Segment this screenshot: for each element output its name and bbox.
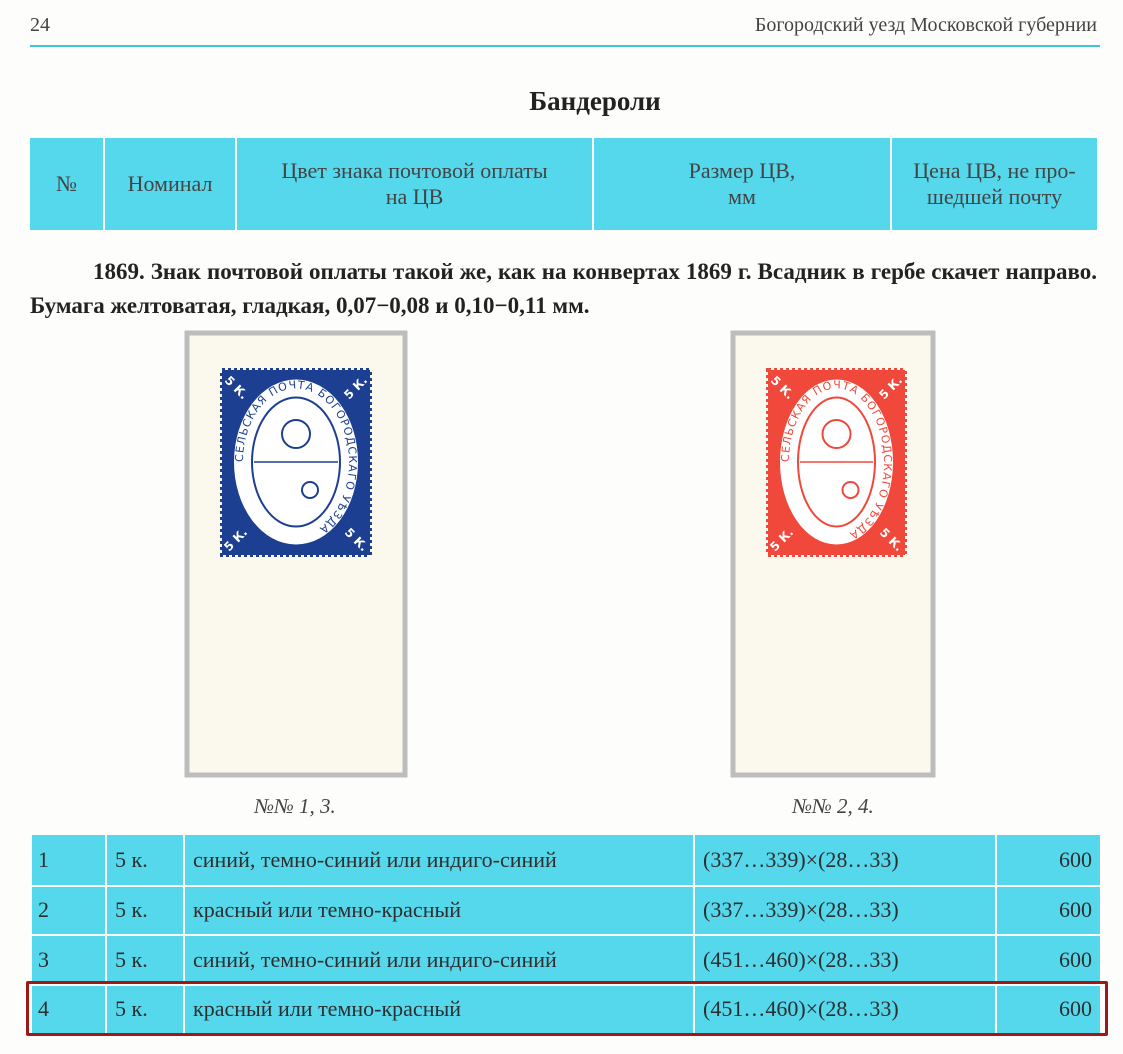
stamp-wheel: [301, 481, 319, 499]
paragraph: 1869. Знак почтовой оплаты такой же, как…: [30, 259, 1097, 318]
table-cell: 5 к.: [107, 936, 183, 984]
header-cell: Номинал: [105, 138, 235, 230]
header-rule: [30, 45, 1100, 47]
header-cell: Размер ЦВ, мм: [594, 138, 890, 230]
table-cell: (337…339)×(28…33): [695, 835, 995, 885]
figure-caption: №№ 2, 4.: [792, 794, 874, 818]
running-title: Богородский уезд Московской губернии: [754, 14, 1097, 36]
highlight-box: [26, 981, 1108, 1036]
table-cell: красный или темно-красный: [185, 985, 693, 1033]
table-cell: 5 к.: [107, 985, 183, 1033]
table-cell: 600: [997, 835, 1100, 885]
table-cell: 600: [997, 936, 1100, 984]
figure-caption: №№ 1, 3.: [254, 794, 336, 818]
table-cell: 5 к.: [107, 886, 183, 934]
table-cell: синий, темно-синий или индиго-синий: [185, 835, 693, 885]
page-number: 24: [30, 14, 50, 36]
table-cell: (451…460)×(28…33): [695, 936, 995, 984]
table-cell: 600: [997, 985, 1100, 1033]
header-cell: Цена ЦВ, не про- шедшей почту: [892, 138, 1097, 230]
header-cell: Цвет знака почтовой оплаты на ЦВ: [237, 138, 592, 230]
table-cell: (337…339)×(28…33): [695, 886, 995, 934]
table-cell: 1: [32, 835, 105, 885]
section-title: Бандероли: [529, 86, 661, 116]
table-cell: 600: [997, 886, 1100, 934]
table-cell: 3: [32, 936, 105, 984]
table-cell: (451…460)×(28…33): [695, 985, 995, 1033]
table-cell: 5 к.: [107, 835, 183, 885]
stamp-emblem: [821, 419, 852, 449]
table-cell: 2: [32, 886, 105, 934]
table-cell: красный или темно-красный: [185, 886, 693, 934]
stamp-wheel: [841, 481, 860, 499]
header-cell: №: [30, 138, 103, 230]
stamp-emblem: [281, 419, 311, 449]
table-cell: 4: [32, 985, 105, 1033]
table-cell: синий, темно-синий или индиго-синий: [185, 936, 693, 984]
